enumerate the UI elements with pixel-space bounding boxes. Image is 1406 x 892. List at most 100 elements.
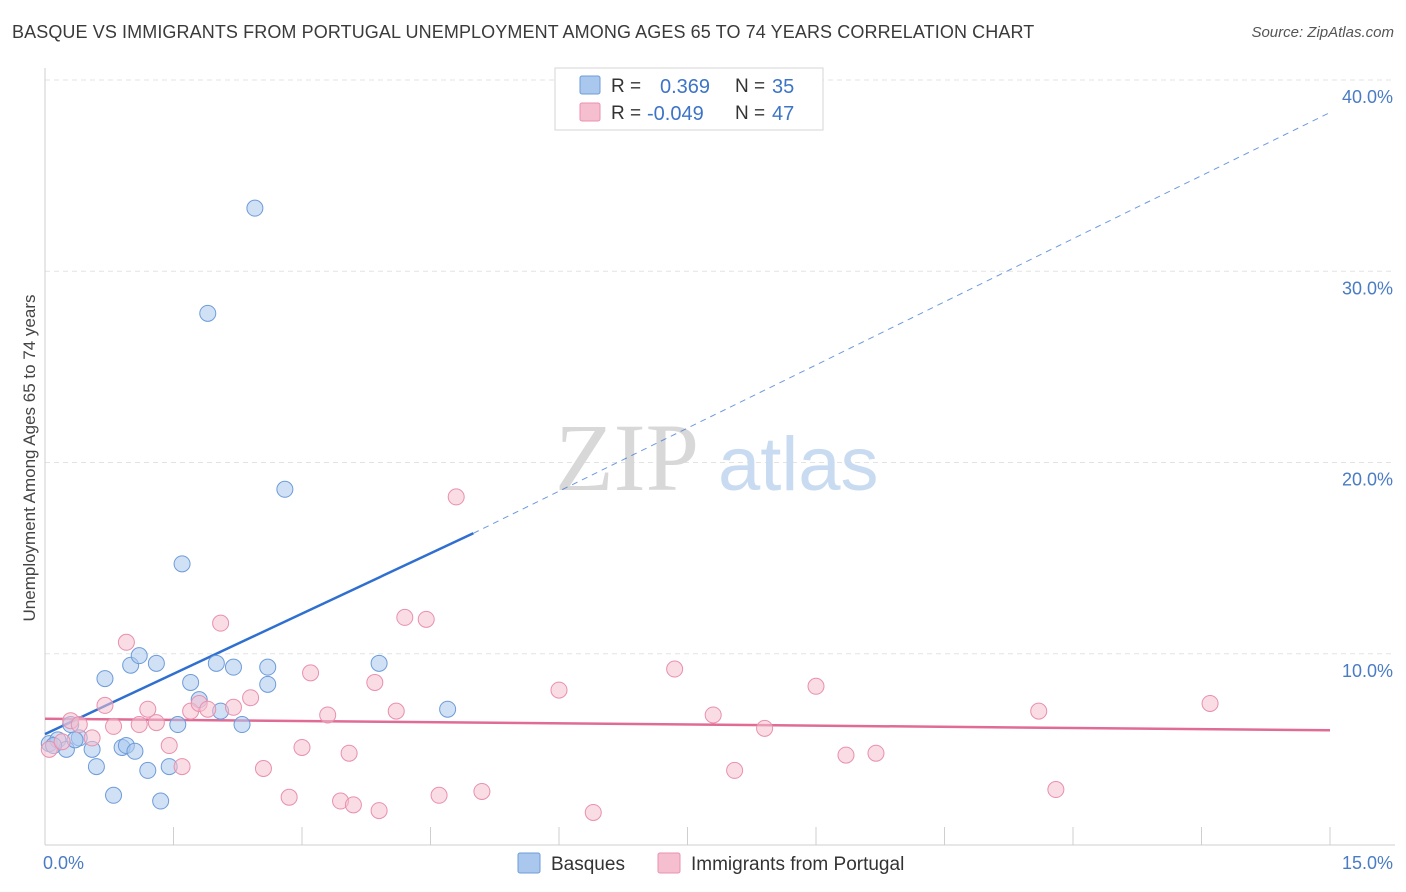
data-point-pink [417,610,435,628]
data-point-blue [199,304,217,322]
legend-n-value: 47 [772,103,794,125]
data-point-pink [224,698,242,716]
data-point-blue [105,786,123,804]
data-point-pink [726,761,744,779]
data-point-pink [173,758,191,776]
y-axis-label: Unemployment Among Ages 65 to 74 years [20,295,39,622]
data-point-pink [212,614,230,632]
legend-label-basques: Basques [551,854,625,875]
data-point-pink [280,788,298,806]
data-point-blue [147,654,165,672]
y-tick-label: 40.0% [1342,87,1393,107]
data-point-pink [837,746,855,764]
legend-r-label: R = [611,103,641,124]
legend-swatch-basques [517,852,541,874]
data-point-pink [147,714,165,732]
watermark-atlas: atlas [718,422,879,507]
data-point-blue [276,480,294,498]
legend-n-value: 35 [772,76,794,98]
data-point-blue [233,716,251,734]
legend-r-value: -0.049 [647,103,704,125]
data-point-blue [370,654,388,672]
data-point-blue [139,761,157,779]
data-point-pink [302,664,320,682]
data-point-blue [207,654,225,672]
data-point-pink [96,696,114,714]
data-point-pink [550,681,568,699]
data-point-blue [152,792,170,810]
data-point-pink [756,719,774,737]
data-point-blue [87,758,105,776]
axes [44,68,1395,846]
data-point-pink [70,716,88,734]
data-point-pink [344,796,362,814]
trend-line-pink [44,717,1331,732]
data-point-pink [447,488,465,506]
data-point-pink [396,608,414,626]
data-point-pink [430,786,448,804]
data-point-blue [182,673,200,691]
legend-r-value: 0.369 [660,76,710,98]
data-point-pink [387,702,405,720]
data-point-pink [105,717,123,735]
data-point-pink [160,737,178,755]
data-point-pink [366,673,384,691]
data-point-blue [246,199,264,217]
data-point-pink [117,633,135,651]
data-point-blue [96,670,114,688]
data-points [40,199,1219,821]
trend-lines [44,112,1331,736]
legend-swatch-pink [579,102,601,122]
data-point-blue [224,658,242,676]
legend-swatch-blue [579,75,601,95]
x-tick-label: 15.0% [1342,853,1393,873]
data-point-pink [1201,694,1219,712]
series-legend: Basques Immigrants from Portugal [517,852,904,875]
data-point-pink [254,760,272,777]
data-point-blue [169,716,187,734]
data-point-pink [319,706,337,724]
watermark-zip: ZIP [555,404,699,511]
y-tick-labels: 10.0% 20.0% 30.0% 40.0% [1342,87,1393,681]
data-point-blue [173,555,191,573]
data-point-pink [139,700,157,718]
trend-line-extension-blue [473,112,1331,534]
legend-swatch-portugal [657,852,681,874]
data-point-pink [199,700,217,718]
data-point-pink [370,802,388,820]
x-tick-labels: 0.0% 15.0% [43,853,1393,873]
data-point-blue [259,658,277,676]
data-point-pink [130,716,148,734]
data-point-pink [1047,781,1065,799]
data-point-pink [53,733,71,751]
data-point-blue [259,675,277,693]
data-point-pink [1030,702,1048,720]
source-credit: Source: ZipAtlas.com [1251,24,1394,41]
data-point-pink [867,744,885,762]
data-point-blue [130,647,148,665]
data-point-pink [83,729,101,747]
y-tick-label: 30.0% [1342,278,1393,298]
data-point-blue [126,742,144,760]
trend-line-blue [44,532,474,736]
watermark: ZIP atlas [555,404,879,511]
legend-r-label: R = [611,76,641,97]
legend-n-label: N = [735,76,765,97]
gridlines [45,79,1395,655]
chart-title: BASQUE VS IMMIGRANTS FROM PORTUGAL UNEMP… [12,22,1035,42]
data-point-pink [704,706,722,724]
data-point-pink [473,782,491,800]
data-point-pink [340,744,358,762]
data-point-pink [242,689,260,707]
data-point-blue [439,700,457,718]
y-tick-label: 20.0% [1342,470,1393,490]
x-tick-label: 0.0% [43,853,84,873]
data-point-pink [584,803,602,821]
legend-label-portugal: Immigrants from Portugal [691,854,904,875]
data-point-pink [666,660,684,678]
data-point-pink [293,738,311,756]
y-tick-label: 10.0% [1342,661,1393,681]
data-point-pink [807,677,825,695]
legend-n-label: N = [735,103,765,124]
